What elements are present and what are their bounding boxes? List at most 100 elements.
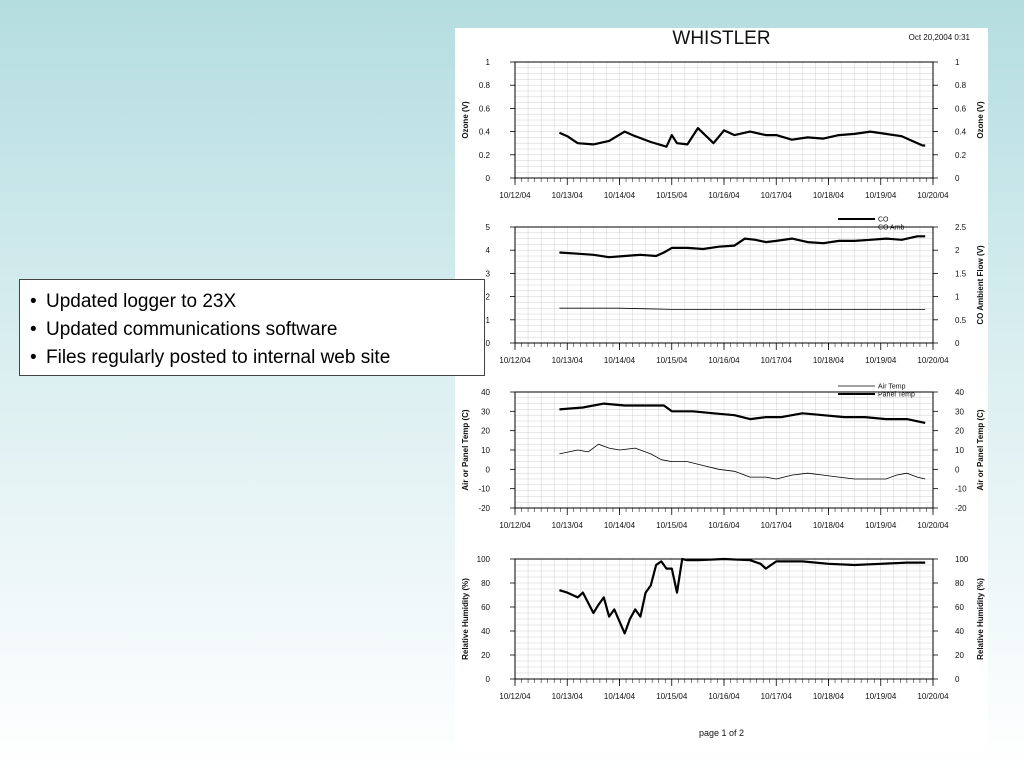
y-tick-label: 0.8: [479, 81, 491, 90]
x-tick-label: 10/19/04: [865, 191, 897, 200]
y-tick-label: 3: [486, 269, 491, 278]
x-tick-label: 10/15/04: [656, 521, 688, 530]
legend-label: CO: [878, 217, 889, 224]
x-tick-label: 10/17/04: [761, 191, 793, 200]
y2-tick-label: 100: [955, 555, 969, 564]
x-tick-label: 10/18/04: [813, 692, 845, 701]
x-tick-label: 10/15/04: [656, 356, 688, 365]
y2-tick-label: 0: [955, 675, 960, 684]
x-tick-label: 10/13/04: [552, 521, 584, 530]
legend-label: Air Temp: [878, 384, 906, 391]
y2-tick-label: 20: [955, 427, 964, 436]
page-label: page 1 of 2: [698, 728, 745, 738]
y-tick-label: 5: [486, 223, 491, 232]
x-tick-label: 10/19/04: [865, 356, 897, 365]
series-line-co-amb: [559, 307, 926, 310]
y2-tick-label: 80: [955, 579, 964, 588]
y-tick-label: 1: [486, 316, 491, 325]
y-axis-label: Ozone (V): [461, 101, 470, 139]
y-tick-label: 0: [486, 339, 491, 348]
callout-bullet: Files regularly posted to internal web s…: [30, 344, 484, 372]
y2-tick-label: 1: [955, 58, 960, 67]
y2-tick-label: 40: [955, 388, 964, 397]
series-line-co: [559, 235, 926, 259]
callout-bullet: Updated communications software: [30, 316, 484, 344]
x-tick-label: 10/17/04: [761, 521, 793, 530]
y2-tick-label: 60: [955, 603, 964, 612]
y-tick-label: 100: [477, 555, 491, 564]
x-tick-label: 10/20/04: [917, 191, 949, 200]
y2-axis-label: Relative Humidity (%): [976, 578, 985, 660]
x-tick-label: 10/18/04: [813, 191, 845, 200]
y2-tick-label: 0.2: [955, 151, 967, 160]
x-tick-label: 10/16/04: [708, 692, 740, 701]
y-tick-label: 60: [481, 603, 490, 612]
x-tick-label: 10/20/04: [917, 521, 949, 530]
x-tick-label: 10/14/04: [604, 692, 636, 701]
y2-tick-label: 2: [955, 246, 960, 255]
y2-tick-label: 0.8: [955, 81, 967, 90]
y2-tick-label: 1.5: [955, 269, 967, 278]
y-tick-label: 40: [481, 388, 490, 397]
x-tick-label: 10/15/04: [656, 692, 688, 701]
y2-tick-label: 20: [955, 651, 964, 660]
x-tick-label: 10/12/04: [499, 191, 531, 200]
chart-panel-3: 10/12/04 10/13/04 10/14/04 10/15/04 10/16/04…: [461, 384, 985, 531]
x-tick-label: 10/16/04: [708, 191, 740, 200]
y-axis-label: Air or Panel Temp (C): [461, 409, 470, 491]
y2-tick-label: 0.5: [955, 316, 967, 325]
chart-panel-4: 10/12/04 10/13/04 10/14/04 10/15/04 10/16/04…: [461, 555, 985, 701]
chart-panel-1: 10/12/04 10/13/04 10/14/04 10/15/04 10/16/04…: [461, 58, 985, 200]
legend-label: CO Amb: [878, 225, 905, 232]
x-tick-label: 10/20/04: [917, 356, 949, 365]
x-tick-label: 10/13/04: [552, 356, 584, 365]
y-tick-label: 1: [486, 58, 491, 67]
x-tick-label: 10/12/04: [499, 521, 531, 530]
y-tick-label: 10: [481, 446, 490, 455]
y-tick-label: 30: [481, 407, 490, 416]
callout-box: Updated logger to 23X Updated communicat…: [19, 279, 485, 376]
y-tick-label: 0: [486, 675, 491, 684]
x-tick-label: 10/13/04: [552, 191, 584, 200]
x-tick-label: 10/13/04: [552, 692, 584, 701]
y-tick-label: 0: [486, 465, 491, 474]
y2-axis-label: CO Ambient Flow (V): [976, 245, 985, 325]
x-tick-label: 10/15/04: [656, 191, 688, 200]
x-tick-label: 10/14/04: [604, 191, 636, 200]
y2-axis-label: Air or Panel Temp (C): [976, 409, 985, 491]
y2-axis-label: Ozone (V): [976, 101, 985, 139]
y2-tick-label: 2.5: [955, 223, 967, 232]
y-tick-label: 0: [486, 174, 491, 183]
charts-svg: 10/12/04 10/13/04 10/14/04 10/15/04 10/16/04…: [461, 58, 985, 701]
y-tick-label: 20: [481, 651, 490, 660]
y-tick-label: 0.2: [479, 151, 491, 160]
series-line-trace: [559, 557, 926, 635]
y2-tick-label: 30: [955, 407, 964, 416]
x-tick-label: 10/12/04: [499, 356, 531, 365]
x-tick-label: 10/17/04: [761, 356, 793, 365]
chart-panel-2: 10/12/04 10/13/04 10/14/04 10/15/04 10/16/04…: [486, 217, 985, 366]
callout-list: Updated logger to 23X Updated communicat…: [30, 288, 484, 372]
x-tick-label: 10/16/04: [708, 521, 740, 530]
y-tick-label: 0.6: [479, 104, 491, 113]
y2-tick-label: 1: [955, 293, 960, 302]
x-tick-label: 10/12/04: [499, 692, 531, 701]
x-tick-label: 10/16/04: [708, 356, 740, 365]
series-line-air-temp: [559, 443, 926, 480]
legend-label: Panel Temp: [878, 392, 915, 399]
y-tick-label: 2: [486, 293, 491, 302]
series-line-trace: [558, 126, 926, 148]
x-tick-label: 10/14/04: [604, 521, 636, 530]
y2-tick-label: 0: [955, 339, 960, 348]
y2-tick-label: -20: [955, 504, 967, 513]
y2-tick-label: 0: [955, 465, 960, 474]
x-tick-label: 10/19/04: [865, 521, 897, 530]
chart-figure: WHISTLER Oct 20,2004 0:31 10/12/04 10/13/…: [455, 28, 988, 748]
x-tick-label: 10/18/04: [813, 356, 845, 365]
chart-timestamp: Oct 20,2004 0:31: [908, 33, 970, 42]
y-tick-label: -20: [478, 504, 490, 513]
x-tick-label: 10/20/04: [917, 692, 949, 701]
y-axis-label: Relative Humidity (%): [461, 578, 470, 660]
y-tick-label: 0.4: [479, 128, 491, 137]
y-tick-label: 40: [481, 627, 490, 636]
